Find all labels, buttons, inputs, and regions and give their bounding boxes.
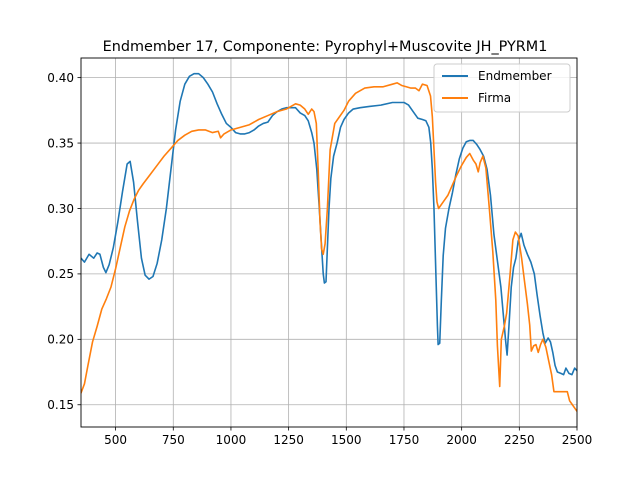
- x-tick-label: 2000: [446, 433, 477, 447]
- chart-title: Endmember 17, Componente: Pyrophyl+Musco…: [103, 39, 548, 55]
- x-axis: 500 750 1000 1250 1500 1750 2000 2250 2500: [104, 427, 592, 447]
- y-tick-label: 0.25: [47, 267, 74, 281]
- y-tick-label: 0.35: [47, 136, 74, 150]
- y-tick-label: 0.30: [47, 202, 74, 216]
- legend: Endmember Firma: [433, 63, 571, 113]
- series-line-endmember: [81, 72, 577, 376]
- y-tick-label: 0.15: [47, 398, 74, 412]
- x-tick-label: 1000: [216, 433, 247, 447]
- y-axis: 0.15 0.20 0.25 0.30 0.35 0.40: [47, 71, 81, 412]
- x-tick-label: 750: [162, 433, 185, 447]
- legend-label-firma: Firma: [478, 91, 511, 105]
- y-tick-label: 0.40: [47, 71, 74, 85]
- x-tick-label: 500: [104, 433, 127, 447]
- series-lines: [81, 72, 577, 413]
- x-tick-label: 2500: [562, 433, 593, 447]
- legend-label-endmember: Endmember: [478, 69, 552, 83]
- y-tick-label: 0.20: [47, 333, 74, 347]
- x-tick-label: 2250: [504, 433, 535, 447]
- plot-frame: [80, 57, 578, 428]
- series-line-firma: [81, 82, 577, 413]
- x-tick-label: 1250: [273, 433, 304, 447]
- x-tick-label: 1750: [389, 433, 420, 447]
- x-tick-label: 1500: [331, 433, 362, 447]
